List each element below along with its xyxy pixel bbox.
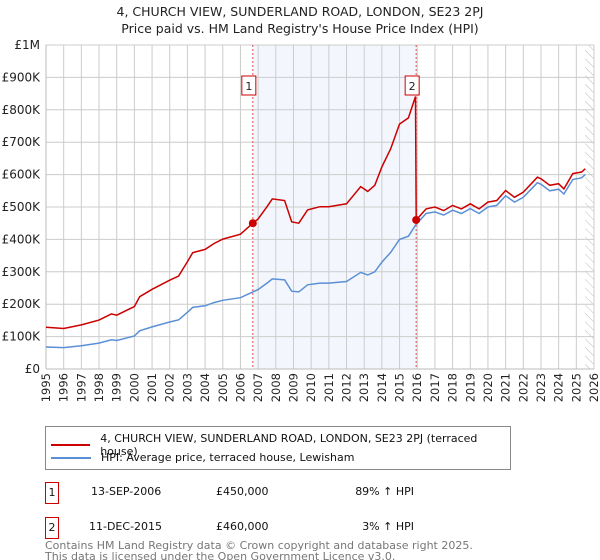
y-tick-label: £300K <box>2 265 42 279</box>
x-tick-label: 2015 <box>393 373 407 402</box>
sale-badge: 2 <box>45 517 59 539</box>
x-tick-label: 2025 <box>569 373 583 402</box>
sale-row: 1 13-SEP-2006 £450,000 89% ↑ HPI <box>45 482 465 504</box>
x-tick-label: 2016 <box>410 373 424 402</box>
x-tick-label: 2000 <box>127 373 141 402</box>
sale-badge: 1 <box>45 482 59 504</box>
x-tick-label: 1997 <box>74 373 88 402</box>
chart-title: 4, CHURCH VIEW, SUNDERLAND ROAD, LONDON,… <box>116 4 484 19</box>
legend-item-property: 4, CHURCH VIEW, SUNDERLAND ROAD, LONDON,… <box>51 432 510 458</box>
x-tick-label: 2012 <box>340 373 354 402</box>
legend-swatch-blue <box>51 456 91 459</box>
x-tick-label: 2017 <box>428 373 442 402</box>
x-tick-label: 2019 <box>463 373 477 402</box>
y-tick-label: £1M <box>14 38 40 52</box>
legend-label: HPI: Average price, terraced house, Lewi… <box>101 451 355 464</box>
x-tick-label: 2005 <box>216 373 230 402</box>
footer-licence: This data is licensed under the Open Gov… <box>45 550 396 560</box>
annotation-box <box>404 75 420 96</box>
x-tick-label: 2022 <box>516 373 530 402</box>
sale-price: £460,000 <box>216 520 269 533</box>
x-tick-label: 2002 <box>163 373 177 402</box>
x-tick-label: 2001 <box>145 373 159 402</box>
x-tick-label: 2004 <box>198 373 212 402</box>
sale-row: 2 11-DEC-2015 £460,000 3% ↑ HPI <box>45 517 465 539</box>
legend-label: 4, CHURCH VIEW, SUNDERLAND ROAD, LONDON,… <box>100 432 478 458</box>
hpi-line <box>45 174 586 349</box>
sale-price: £450,000 <box>216 485 269 498</box>
y-tick-label: £500K <box>2 200 42 214</box>
legend: 4, CHURCH VIEW, SUNDERLAND ROAD, LONDON,… <box>45 426 511 470</box>
x-tick-label: 2008 <box>269 373 283 402</box>
legend-swatch-red <box>51 444 91 446</box>
y-tick-label: £100K <box>2 330 42 344</box>
legend-item-hpi: HPI: Average price, terraced house, Lewi… <box>51 451 354 464</box>
sale-date: 11-DEC-2015 <box>89 520 163 533</box>
y-tick-label: £800K <box>2 103 42 117</box>
x-tick-label: 2006 <box>233 373 247 402</box>
x-tick-label: 2009 <box>286 373 300 402</box>
price-line <box>45 96 586 330</box>
sale-point <box>248 219 257 228</box>
x-tick-label: 2003 <box>180 373 194 402</box>
x-tick-label: 2007 <box>251 373 265 402</box>
chart-subtitle: Price paid vs. HM Land Registry's House … <box>121 21 479 36</box>
y-tick-label: £600K <box>2 168 42 182</box>
x-tick-label: 2011 <box>322 373 336 402</box>
x-tick-label: 2013 <box>357 373 371 402</box>
x-tick-label: 2020 <box>481 373 495 402</box>
y-tick-label: £400K <box>2 232 42 246</box>
y-tick-label: £900K <box>2 70 42 84</box>
x-tick-label: 2018 <box>446 373 460 402</box>
annotation-label: 2 <box>409 80 416 93</box>
price-chart: 1995 1996 1997 1998 1999 2000 2001 2002 2003 2004… <box>2 38 600 402</box>
annotation-box <box>241 75 257 96</box>
x-tick-label: 1995 <box>39 373 53 402</box>
footer-copyright: Contains HM Land Registry data © Crown c… <box>45 539 473 552</box>
x-tick-label: 2014 <box>375 373 389 402</box>
x-tick-label: 2021 <box>499 373 513 402</box>
y-tick-label: £700K <box>2 135 42 149</box>
x-tick-label: 1998 <box>92 373 106 402</box>
annotation-label: 1 <box>245 80 252 93</box>
x-tick-label: 2026 <box>587 373 600 402</box>
x-tick-label: 2023 <box>534 373 548 402</box>
y-tick-label: £200K <box>2 297 42 311</box>
sale-date: 13-SEP-2006 <box>91 485 162 498</box>
x-tick-label: 1996 <box>57 373 71 402</box>
x-tick-label: 2024 <box>552 373 566 402</box>
y-tick-label: £0 <box>25 362 40 376</box>
x-tick-label: 1999 <box>110 373 124 402</box>
sale-hpi: 3% ↑ HPI <box>362 520 414 533</box>
x-tick-label: 2010 <box>304 373 318 402</box>
sale-hpi: 89% ↑ HPI <box>355 485 414 498</box>
sale-point <box>412 215 421 224</box>
